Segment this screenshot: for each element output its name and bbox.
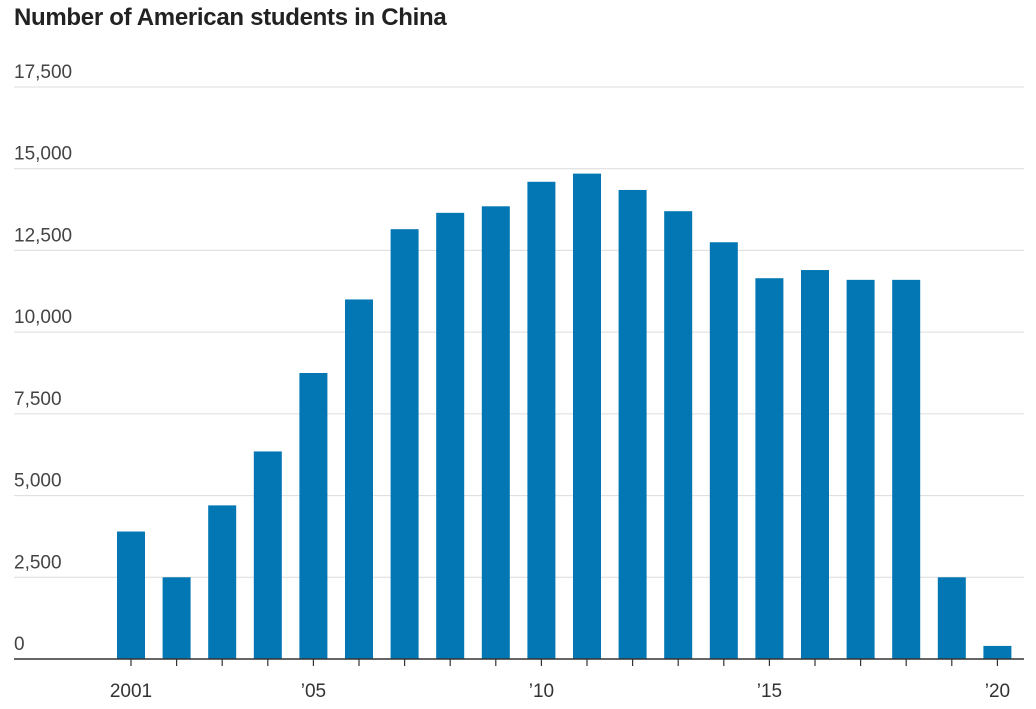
bar-2012 xyxy=(618,189,647,659)
y-tick-label: 15,000 xyxy=(14,144,72,165)
bar-2014 xyxy=(709,242,738,659)
y-tick-label: 7,500 xyxy=(14,389,62,410)
bar-2020 xyxy=(983,645,1012,659)
bar-2019 xyxy=(937,577,966,659)
bar-2017 xyxy=(846,279,875,659)
x-tick-label: ’20 xyxy=(985,681,1010,702)
bar-2001 xyxy=(117,531,145,659)
bar-2010 xyxy=(527,181,556,659)
x-tick-label: ’05 xyxy=(301,681,326,702)
bar-2013 xyxy=(664,211,693,659)
bar-2006 xyxy=(345,299,373,659)
x-tick-label: ’10 xyxy=(529,681,554,702)
y-tick-label: 12,500 xyxy=(14,225,72,246)
y-axis-tick-labels: 0 2,500 5,000 7,500 10,000 12,500 15,000 17,500 xyxy=(14,62,72,655)
x-tick-label: ’15 xyxy=(757,681,782,702)
bar-2003 xyxy=(208,505,237,659)
y-tick-label: 2,500 xyxy=(14,552,62,573)
y-tick-label: 0 xyxy=(14,634,25,655)
y-tick-label: 17,500 xyxy=(14,62,72,83)
bar-2009 xyxy=(481,206,510,659)
bar-2018 xyxy=(892,279,921,659)
bar-2016 xyxy=(801,270,829,659)
y-tick-label: 5,000 xyxy=(14,471,62,492)
bar-2002 xyxy=(162,577,191,659)
bar-2007 xyxy=(390,229,419,659)
y-tick-label: 10,000 xyxy=(14,307,72,328)
bar-2011 xyxy=(573,173,601,660)
bar-2008 xyxy=(436,212,465,659)
bars xyxy=(117,173,1012,660)
bar-2005 xyxy=(299,373,328,659)
x-axis-tick-labels: 2001 ’05 ’10 ’15 ’20 xyxy=(110,681,1010,702)
x-tick-label: 2001 xyxy=(110,681,152,702)
bar-2015 xyxy=(755,278,784,659)
bar-2004 xyxy=(253,451,282,659)
x-axis xyxy=(14,658,1024,666)
chart-title: Number of American students in China xyxy=(14,4,447,31)
